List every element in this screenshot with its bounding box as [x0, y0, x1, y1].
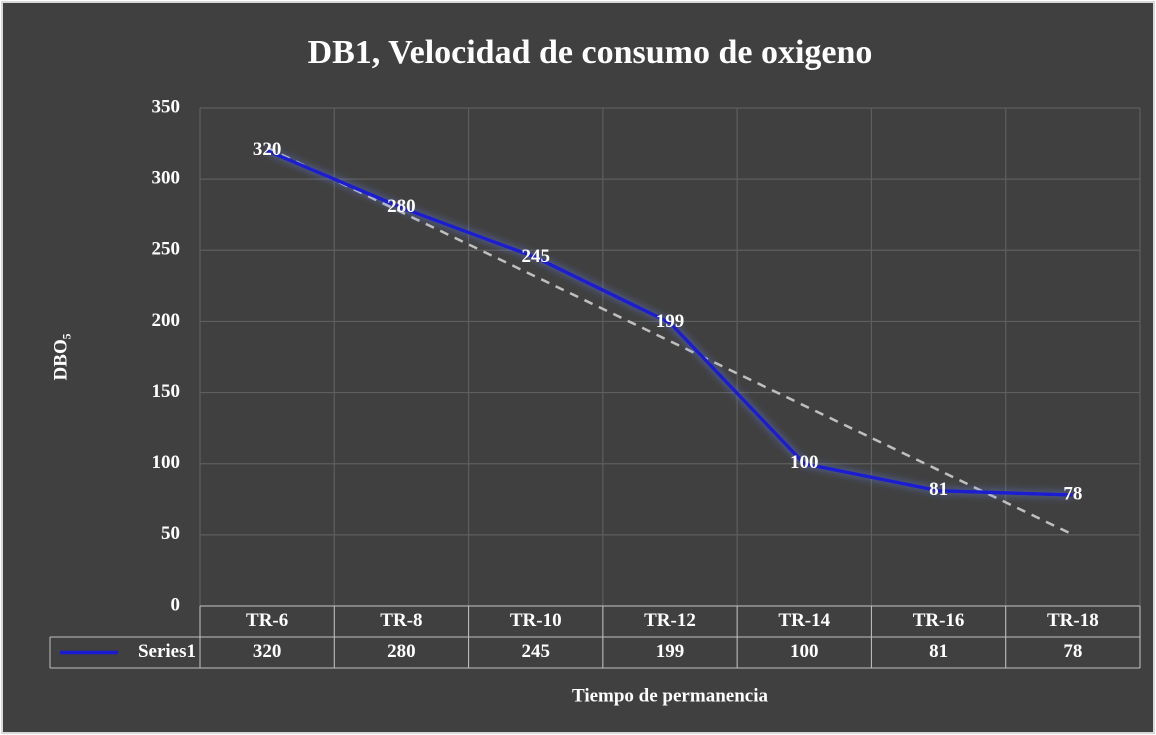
table-value: 245 [521, 641, 550, 662]
data-label: 81 [929, 479, 948, 500]
y-tick-label: 150 [152, 381, 181, 402]
data-label: 245 [521, 246, 550, 267]
table-value: 199 [656, 641, 685, 662]
y-tick-label: 250 [152, 239, 181, 260]
legend-label: Series1 [138, 641, 196, 662]
y-tick-label: 100 [152, 452, 181, 473]
table-value: 280 [387, 641, 416, 662]
data-label: 320 [253, 139, 282, 160]
y-tick-label: 200 [152, 310, 181, 331]
x-tick-label: TR-8 [380, 610, 422, 631]
table-value: 78 [1063, 641, 1082, 662]
data-label: 280 [387, 196, 416, 217]
series-line [266, 149, 1073, 497]
y-tick-label: 300 [152, 168, 181, 189]
table-value: 320 [253, 641, 282, 662]
x-tick-label: TR-10 [510, 610, 562, 631]
y-tick-label: 350 [152, 96, 181, 117]
trendline [266, 146, 1074, 536]
data-label: 78 [1063, 483, 1082, 504]
x-tick-label: TR-16 [913, 610, 965, 631]
data-label: 100 [790, 452, 819, 473]
x-tick-label: TR-6 [246, 610, 288, 631]
x-tick-label: TR-12 [644, 610, 696, 631]
y-axis-label: DBO₅ [50, 333, 71, 380]
table-value: 100 [790, 641, 819, 662]
x-tick-label: TR-18 [1047, 610, 1099, 631]
y-tick-label: 0 [171, 594, 181, 615]
x-tick-label: TR-14 [778, 610, 830, 631]
data-label: 199 [656, 311, 685, 332]
chart-title: DB1, Velocidad de consumo de oxigeno [308, 34, 873, 71]
table-value: 81 [929, 641, 948, 662]
y-tick-label: 50 [161, 523, 180, 544]
x-axis-label: Tiempo de permanencia [572, 685, 768, 706]
